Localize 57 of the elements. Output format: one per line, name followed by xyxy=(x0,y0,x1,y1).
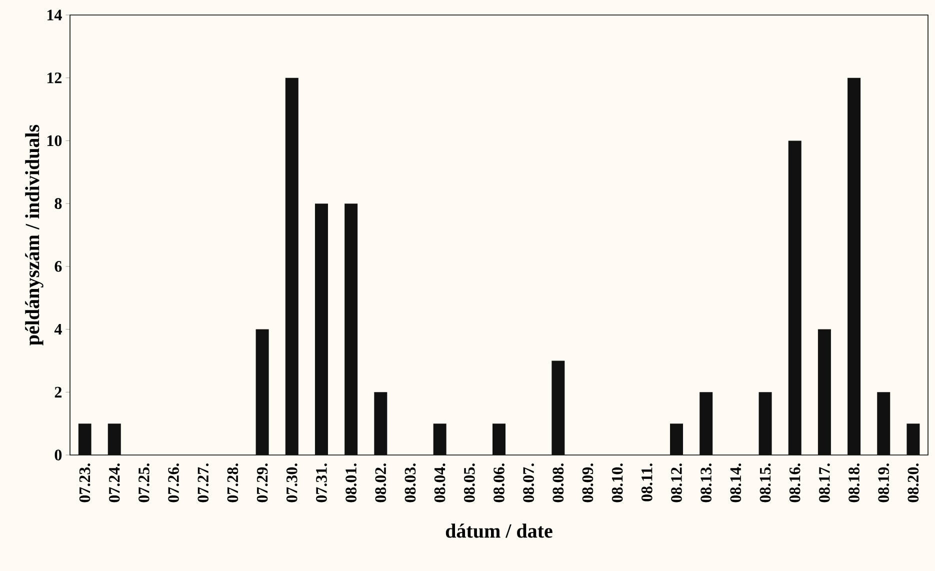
x-axis-title: dátum / date xyxy=(446,524,552,538)
x-tick-label: 08.05. xyxy=(464,464,475,502)
x-tick-label: 07.26. xyxy=(168,464,179,502)
x-tick-label: 08.01. xyxy=(346,464,356,502)
bar xyxy=(344,204,358,455)
bar xyxy=(552,360,565,455)
y-tick-label: 8 xyxy=(54,198,62,209)
x-tick-label: 08.09. xyxy=(582,464,594,502)
y-axis-title: példányszám / individuals xyxy=(25,124,44,346)
y-tick-label: 10 xyxy=(47,135,62,146)
x-tick-label: 08.14. xyxy=(730,464,742,502)
x-tick-label: 08.03. xyxy=(404,464,416,502)
x-tick-label: 07.27. xyxy=(198,464,209,502)
bar xyxy=(433,424,446,455)
x-tick-label: 07.31. xyxy=(316,464,327,502)
bar xyxy=(256,329,269,455)
x-tick-label: 08.11. xyxy=(642,464,652,502)
bar xyxy=(374,392,388,455)
bar xyxy=(108,424,121,455)
x-tick-label: 08.10. xyxy=(612,464,623,502)
x-tick-label: 07.23. xyxy=(79,464,90,502)
bar xyxy=(670,424,684,455)
x-tick-label: 08.07. xyxy=(523,464,534,502)
x-tick-label: 08.13. xyxy=(700,464,712,502)
bar xyxy=(492,424,506,455)
x-tick-label: 08.16. xyxy=(789,464,800,502)
bar xyxy=(848,78,861,455)
x-tick-label: 08.15. xyxy=(760,464,771,502)
bar xyxy=(906,424,920,455)
y-tick-label: 12 xyxy=(47,72,62,84)
x-tick-label: 08.12. xyxy=(671,464,682,502)
x-tick-label: 07.25. xyxy=(138,464,150,502)
bar xyxy=(78,424,92,455)
y-tick-label: 6 xyxy=(54,261,62,272)
y-tick-label: 4 xyxy=(54,324,62,335)
y-tick-label: 0 xyxy=(54,450,62,460)
bar xyxy=(818,329,831,455)
x-tick-label: 08.04. xyxy=(434,464,446,502)
x-tick-label: 07.29. xyxy=(256,464,268,502)
y-tick-label: 14 xyxy=(47,10,62,20)
y-tick-label: 2 xyxy=(54,386,62,398)
x-tick-label: 08.20. xyxy=(908,464,919,502)
bar xyxy=(700,392,713,455)
bar xyxy=(314,204,328,455)
bar xyxy=(285,78,298,455)
x-tick-label: 08.17. xyxy=(819,464,830,502)
x-tick-label: 08.02. xyxy=(375,464,386,502)
x-tick-label: 08.06. xyxy=(494,464,504,502)
x-tick-label: 07.24. xyxy=(108,464,120,502)
bar xyxy=(758,392,772,455)
bar xyxy=(877,392,890,455)
x-tick-label: 07.28. xyxy=(227,464,238,502)
x-tick-label: 08.08. xyxy=(552,464,564,502)
x-tick-label: 07.30. xyxy=(286,464,298,502)
x-tick-label: 08.18. xyxy=(848,464,860,502)
x-tick-label: 08.19. xyxy=(878,464,890,502)
bar xyxy=(788,140,802,455)
